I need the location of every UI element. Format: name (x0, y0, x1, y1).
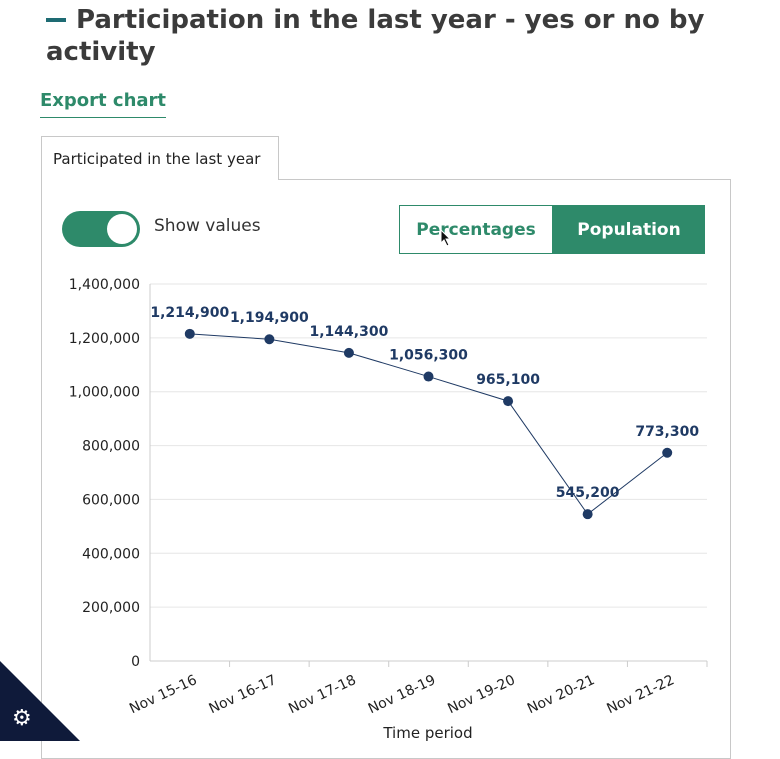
data-point[interactable] (343, 347, 354, 358)
show-values-label: Show values (154, 216, 261, 236)
x-tick-label: Nov 17-18 (286, 672, 358, 717)
collapse-dash-icon[interactable] (46, 17, 66, 22)
chart-panel (41, 179, 731, 759)
x-tick-label: Nov 15-16 (127, 672, 200, 717)
show-values-toggle[interactable] (62, 211, 140, 247)
y-tick-label: 1,200,000 (69, 331, 140, 347)
data-label: 545,200 (556, 485, 620, 501)
x-tick-label: Nov 18-19 (366, 672, 438, 717)
y-tick-label: 200,000 (82, 600, 140, 616)
view-segmented-control: Percentages Population (399, 205, 705, 254)
data-point[interactable] (423, 371, 434, 382)
percentages-button[interactable]: Percentages (399, 205, 553, 254)
data-point[interactable] (662, 447, 673, 458)
y-tick-label: 1,000,000 (69, 385, 140, 401)
y-tick-label: 800,000 (82, 439, 140, 455)
cookie-gear-icon[interactable]: ⚙ (12, 706, 32, 731)
cookie-settings-corner[interactable] (0, 661, 80, 741)
data-point[interactable] (184, 328, 195, 339)
data-label: 1,056,300 (389, 348, 468, 364)
data-label: 773,300 (635, 424, 699, 440)
data-point[interactable] (264, 334, 275, 345)
x-tick-label: Nov 20-21 (525, 672, 597, 717)
page-title-text: Participation in the last year - yes or … (46, 5, 705, 67)
x-axis-label: Time period (382, 724, 472, 741)
data-label: 1,144,300 (310, 324, 389, 340)
tab-participated[interactable]: Participated in the last year (41, 136, 279, 180)
population-button[interactable]: Population (553, 205, 705, 254)
line-chart: 0 200,000 400,000 600,000 800,000 1,000,000 1,… (69, 277, 708, 741)
x-tick-label: Nov 16-17 (207, 672, 279, 717)
mouse-cursor-icon (440, 229, 452, 247)
x-tick-label: Nov 19-20 (445, 672, 517, 717)
x-tick-label: Nov 21-22 (604, 672, 676, 717)
data-point[interactable] (503, 396, 514, 407)
y-tick-label: 1,400,000 (69, 277, 140, 293)
y-tick-label: 600,000 (82, 492, 140, 508)
toggle-knob (107, 214, 137, 244)
export-chart-link[interactable]: Export chart (40, 90, 167, 118)
y-tick-label: 400,000 (82, 546, 140, 562)
tab-participated-label: Participated in the last year (53, 150, 261, 168)
data-label: 1,214,900 (150, 305, 229, 321)
data-label: 965,100 (476, 372, 540, 388)
y-tick-label: 0 (131, 654, 140, 670)
page-title: Participation in the last year - yes or … (46, 4, 746, 68)
data-point[interactable] (582, 509, 593, 520)
data-label: 1,194,900 (230, 310, 309, 326)
